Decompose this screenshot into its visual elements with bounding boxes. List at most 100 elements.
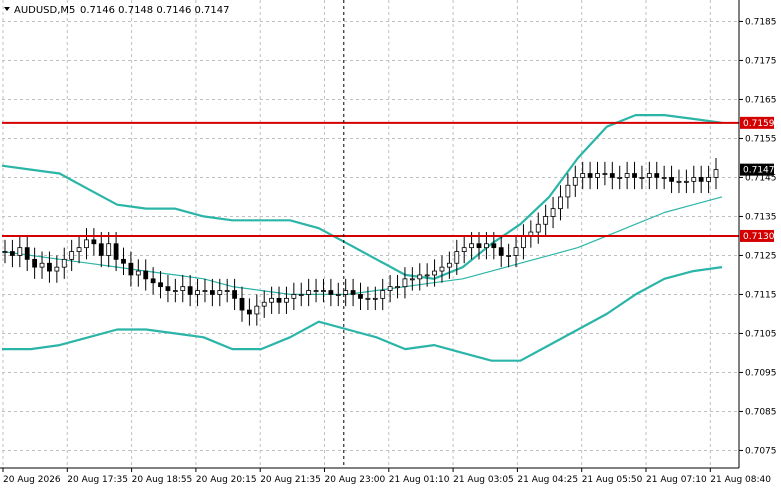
y-tick-label: 0.7135: [745, 212, 777, 222]
candle-body: [439, 266, 445, 272]
candle-body: [298, 294, 304, 296]
candle-body: [654, 173, 660, 178]
candle-body: [335, 294, 341, 296]
candle-body: [491, 243, 497, 249]
price-axis[interactable]: [739, 0, 781, 489]
candle-body: [350, 290, 356, 295]
candle-body: [47, 262, 52, 272]
candle-body: [328, 290, 334, 295]
candle-body: [17, 247, 23, 256]
candle-body: [113, 243, 119, 260]
bollinger-bands: [1, 114, 723, 362]
candle-body: [432, 270, 437, 276]
x-tick-label: 20 Aug 2026: [3, 475, 61, 485]
candle-body: [713, 169, 719, 178]
y-tick-label: 0.7165: [745, 95, 777, 105]
candle-body: [698, 177, 704, 182]
candle-body: [446, 262, 452, 268]
candle-body: [224, 290, 230, 292]
x-tick-label: 21 Aug 03:05: [453, 475, 514, 485]
candle-body: [358, 294, 363, 299]
level-price-badge: [740, 229, 774, 242]
candle-body: [535, 223, 541, 233]
candle-body: [632, 173, 637, 178]
candle-body: [691, 177, 697, 182]
x-tick-label: 21 Aug 05:50: [582, 475, 643, 485]
lower-band-line: [2, 266, 723, 362]
x-tick-label: 21 Aug 08:40: [710, 475, 771, 485]
triangle-down-icon[interactable]: [4, 7, 10, 11]
candle-body: [343, 290, 349, 295]
x-tick-label: 21 Aug 07:10: [646, 475, 707, 485]
middle-band-line: [1, 196, 723, 295]
candle-body: [106, 243, 112, 256]
candle-body: [313, 290, 319, 292]
candle-body: [247, 309, 252, 315]
grid: [2, 0, 739, 468]
candle-body: [572, 177, 578, 186]
level-price-text: 0.7159: [743, 119, 775, 129]
candle-body: [676, 180, 682, 183]
candle-body: [254, 305, 260, 315]
candle-body: [10, 251, 15, 256]
time-axis-ticks: 20 Aug 2026 20 Aug 17:35 20 Aug 18:55 20 Au…: [2, 468, 771, 485]
candle-body: [602, 173, 608, 175]
candle-body: [454, 251, 460, 264]
y-tick-label: 0.7125: [745, 251, 777, 261]
candle-body: [365, 297, 371, 300]
candle-body: [98, 243, 104, 256]
x-tick-label: 20 Aug 18:55: [132, 475, 193, 485]
x-tick-label: 20 Aug 20:15: [196, 475, 257, 485]
candle-body: [209, 290, 215, 295]
x-tick-label: 20 Aug 17:35: [67, 475, 128, 485]
candle-body: [24, 247, 30, 260]
candle-body: [469, 243, 474, 249]
candle-body: [91, 239, 97, 245]
x-tick-label: 21 Aug 01:10: [389, 475, 450, 485]
candle-body: [587, 173, 593, 178]
candle-body: [180, 286, 186, 291]
candle-body: [558, 196, 563, 210]
chart-header: AUDUSD,M5 0.7146 0.7148 0.7146 0.7147: [4, 5, 230, 16]
candle-body: [476, 243, 482, 249]
horizontal-levels[interactable]: [2, 121, 739, 237]
x-tick-label: 20 Aug 23:00: [325, 475, 386, 485]
candle-body: [617, 177, 623, 179]
candle-body: [202, 290, 208, 292]
candle-body: [706, 177, 711, 182]
candle-body: [121, 258, 126, 264]
candle-body: [158, 282, 163, 288]
y-tick-label: 0.7075: [745, 446, 777, 456]
candle-body: [521, 235, 526, 249]
x-tick-label: 20 Aug 21:35: [260, 475, 321, 485]
candle-body: [172, 290, 178, 292]
candle-body: [424, 274, 430, 277]
current-price-label: 0.7147: [740, 163, 775, 176]
candle-body: [61, 258, 67, 268]
candle-body: [639, 177, 645, 179]
level-price-text: 0.7130: [743, 232, 775, 242]
candle-body: [683, 180, 689, 183]
candle-body: [195, 290, 200, 295]
candle-body: [150, 278, 156, 284]
current-price-text: 0.7147: [743, 166, 775, 176]
candle-body: [387, 286, 393, 291]
candle-body: [402, 278, 408, 288]
candle-body: [409, 278, 415, 281]
y-tick-label: 0.7095: [745, 368, 777, 378]
candles: [2, 157, 719, 326]
candle-body: [39, 262, 45, 268]
y-tick-label: 0.7085: [745, 407, 777, 417]
candle-body: [239, 297, 245, 311]
candle-body: [484, 243, 489, 249]
y-tick-label: 0.7115: [745, 290, 777, 300]
candle-body: [2, 251, 8, 253]
level-price-badge: [740, 116, 774, 129]
candle-body: [661, 177, 667, 179]
candle-body: [128, 262, 134, 276]
candle-body: [276, 297, 282, 303]
candle-body: [76, 247, 82, 252]
candle-body: [417, 274, 423, 280]
